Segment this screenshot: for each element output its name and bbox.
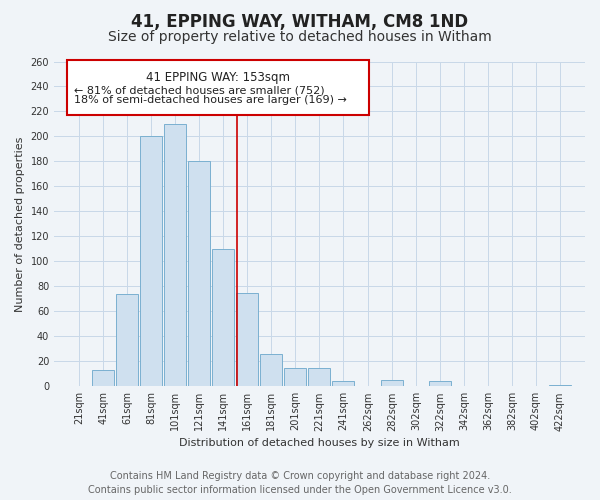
- Text: 41 EPPING WAY: 153sqm: 41 EPPING WAY: 153sqm: [146, 72, 290, 85]
- Bar: [284, 368, 307, 386]
- Bar: [260, 354, 283, 386]
- Bar: [116, 294, 139, 386]
- Bar: [212, 249, 235, 386]
- FancyBboxPatch shape: [67, 60, 369, 115]
- Text: Size of property relative to detached houses in Witham: Size of property relative to detached ho…: [108, 30, 492, 44]
- Bar: [548, 385, 571, 386]
- Text: ← 81% of detached houses are smaller (752): ← 81% of detached houses are smaller (75…: [74, 85, 325, 95]
- Bar: [236, 292, 259, 386]
- Bar: [428, 382, 451, 386]
- X-axis label: Distribution of detached houses by size in Witham: Distribution of detached houses by size …: [179, 438, 460, 448]
- Bar: [164, 124, 187, 386]
- Text: 18% of semi-detached houses are larger (169) →: 18% of semi-detached houses are larger (…: [74, 95, 347, 105]
- Y-axis label: Number of detached properties: Number of detached properties: [15, 136, 25, 312]
- Bar: [308, 368, 331, 386]
- Bar: [92, 370, 115, 386]
- Bar: [332, 382, 354, 386]
- Text: 41, EPPING WAY, WITHAM, CM8 1ND: 41, EPPING WAY, WITHAM, CM8 1ND: [131, 12, 469, 30]
- Text: Contains HM Land Registry data © Crown copyright and database right 2024.
Contai: Contains HM Land Registry data © Crown c…: [88, 471, 512, 495]
- Bar: [140, 136, 163, 386]
- Bar: [380, 380, 403, 386]
- Bar: [188, 162, 211, 386]
